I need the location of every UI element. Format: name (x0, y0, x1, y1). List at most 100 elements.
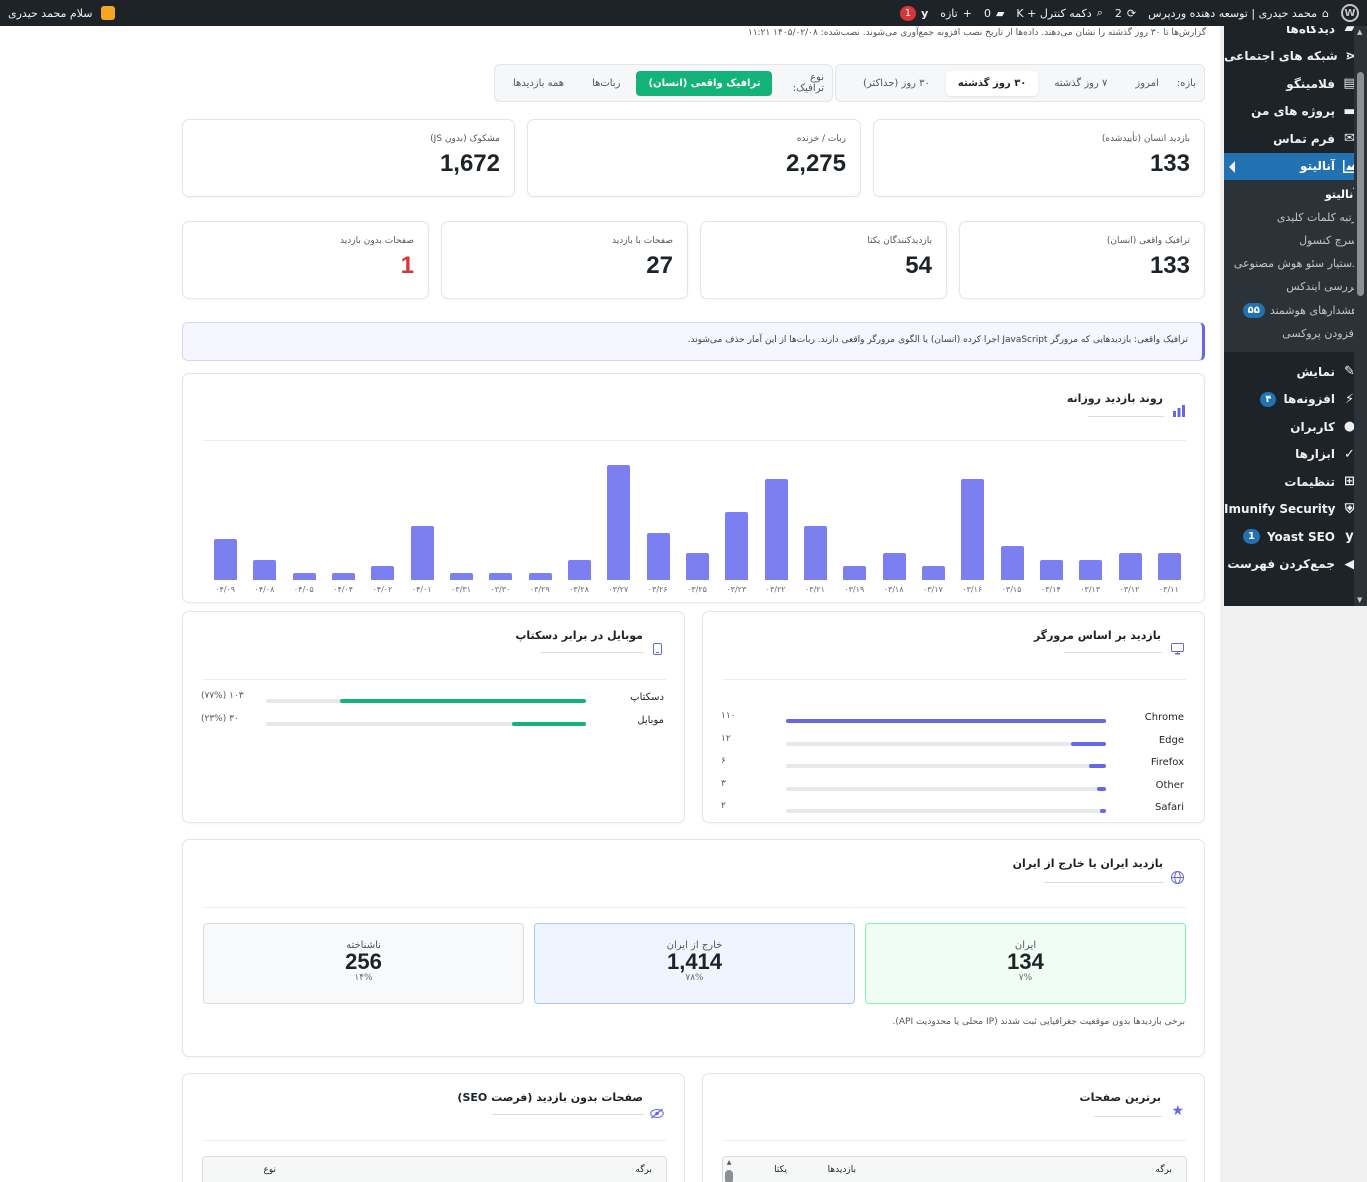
bar-chart-icon (1173, 402, 1185, 417)
tab-period-7days[interactable]: ۷ روز گذشته (1054, 77, 1108, 89)
chart-bar[interactable] (1118, 552, 1142, 580)
device-name: دسکتاپ (630, 692, 664, 703)
submenu-item-3[interactable]: دستیار سئو هوش مصنوعی (1224, 253, 1367, 276)
sidebar-item-bottom-3[interactable]: ✓ ابزارها (1224, 441, 1367, 469)
greeting[interactable]: سلام محمد حیدری (8, 6, 93, 20)
submenu-item-4[interactable]: بررسی ایندکس (1224, 276, 1367, 299)
chart-bar[interactable] (921, 566, 945, 580)
updates-link[interactable]: ⟳ 2 (1114, 6, 1137, 20)
scroll-down-icon[interactable]: ▼ (1357, 596, 1363, 604)
chart-bar[interactable] (882, 552, 906, 580)
count-badge: ۴ (1260, 391, 1277, 407)
tab-period-today[interactable]: امروز (1135, 77, 1159, 89)
chart-bar[interactable] (410, 525, 434, 580)
sidebar-item-bottom-1[interactable]: ⚡ افزونه‌ها ۴ (1224, 386, 1367, 414)
sidebar-scrollbar[interactable]: ▲ ▼ (1354, 26, 1367, 606)
chart-bar[interactable] (961, 478, 985, 580)
chart-bar[interactable] (214, 539, 238, 580)
column-header-page[interactable]: برگه (635, 1165, 652, 1175)
tab-traffic-all[interactable]: همه بازدیدها (513, 77, 565, 89)
scroll-thumb[interactable] (1357, 72, 1364, 296)
sidebar-item-label: آنالیتو (1300, 159, 1335, 174)
tab-period-30max[interactable]: ۳۰ روز (حداکثر) (863, 77, 930, 89)
chart-x-tick-label: ۰۳/۳۰ (490, 585, 511, 594)
scroll-up-icon[interactable]: ▲ (1357, 28, 1363, 36)
column-header-unique[interactable]: یکتا (774, 1165, 787, 1175)
sidebar-item-top-1[interactable]: ⋖ شبکه های اجتماعی (1224, 43, 1367, 71)
avatar[interactable] (100, 6, 115, 20)
stat-card-human: بازدید انسان (تأییدشده) 133 (873, 119, 1205, 197)
tab-traffic-bots[interactable]: ربات‌ها (592, 77, 621, 89)
chart-x-tick-label: ۰۴/۰۲ (372, 585, 393, 594)
chart-bar[interactable] (371, 566, 395, 580)
chart-bar[interactable] (843, 566, 867, 580)
chart-bar[interactable] (568, 559, 592, 580)
sidebar-item-bottom-4[interactable]: ⊞ تنظیمات (1224, 468, 1367, 496)
submenu-item-0[interactable]: آنالیتو (1224, 184, 1367, 207)
tab-period-30days[interactable]: ۳۰ روز گذشته (945, 70, 1039, 96)
comments-link[interactable]: ▰ 0 (983, 6, 1005, 20)
sidebar-item-top-2[interactable]: ▤ فلامینگو (1224, 70, 1367, 98)
browser-name: Other (1155, 779, 1184, 791)
chart-x-tick-label: ۰۳/۱۲ (1119, 585, 1140, 594)
browser-card-title: بازدید بر اساس مرورگر (1033, 629, 1161, 642)
flamingo-icon: ▤ (1343, 76, 1356, 92)
period-filter: بازه: امروز ۷ روز گذشته ۳۰ روز گذشته ۳۰ … (835, 64, 1205, 102)
chart-bar[interactable] (1000, 546, 1024, 580)
sidebar-item-bottom-2[interactable]: ● کاربران (1224, 413, 1367, 441)
chart-bar[interactable] (292, 573, 316, 580)
chart-bar[interactable] (1079, 559, 1103, 580)
chart-bar[interactable] (646, 532, 670, 580)
submenu-item-6[interactable]: افزودن پروکسی (1224, 323, 1367, 346)
chart-bar[interactable] (253, 559, 277, 580)
stat-label: بازدیدکنندگان یکتا (867, 236, 932, 246)
chart-bar[interactable] (764, 478, 788, 580)
scroll-thumb[interactable] (725, 1170, 733, 1182)
chart-bar[interactable] (450, 573, 474, 580)
scroll-up-icon[interactable]: ▲ (726, 1159, 732, 1166)
column-header-visits[interactable]: بازدیدها (827, 1165, 856, 1175)
chart-bar[interactable] (725, 512, 749, 580)
chart-bar[interactable] (686, 552, 709, 580)
sidebar-item-top-0[interactable]: ▰ دیدگاه‌ها (1224, 26, 1367, 43)
submenu-item-5[interactable]: هشدارهای هوشمند ۵۵ (1224, 299, 1367, 323)
tab-traffic-human[interactable]: ترافیک واقعی (انسان) (636, 70, 773, 96)
stat-value: 1 (400, 252, 414, 279)
submenu-item-1[interactable]: رتبه کلمات کلیدی (1224, 207, 1367, 230)
sidebar-item-label: تنظیمات (1284, 474, 1335, 489)
table-scrollbar[interactable]: ▲ (725, 1159, 733, 1182)
chart-bar[interactable] (528, 573, 552, 580)
no-visit-pages-table: برگه نوع (202, 1156, 667, 1182)
sidebar-item-label: Yoast SEO (1266, 529, 1335, 544)
geo-label: خارج از ایران (666, 940, 723, 951)
chart-bar[interactable] (332, 573, 356, 580)
sidebar-item-bottom-5[interactable]: ⛨ Imunify Security (1224, 496, 1367, 524)
sidebar-item-analito[interactable]: آنالیتو (1224, 152, 1367, 180)
chart-bar[interactable] (1157, 552, 1181, 580)
chart-bar[interactable] (803, 525, 827, 580)
sidebar-item-label: جمع‌کردن فهرست (1227, 557, 1335, 572)
browser-count: ۱۱۰ (721, 711, 736, 721)
submenu-item-2[interactable]: سرچ کنسول (1224, 230, 1367, 253)
chart-bar[interactable] (607, 465, 631, 580)
site-name-link[interactable]: ⌂ محمد حیدری | توسعه دهنده وردپرس (1148, 6, 1329, 20)
sidebar-item-bottom-7[interactable]: ◀ جمع‌کردن فهرست (1224, 551, 1367, 579)
column-header-page[interactable]: برگه (1155, 1165, 1172, 1175)
yoast-notification-badge: 1 (899, 5, 917, 21)
sidebar-item-bottom-0[interactable]: ✎ نمایش (1224, 358, 1367, 386)
top-pages-table: برگه بازدیدها یکتا ▲ (722, 1156, 1187, 1182)
sidebar-item-top-3[interactable]: ▬ پروژه های من (1224, 98, 1367, 126)
chart-x-tick-label: ۰۳/۲۷ (608, 585, 629, 594)
stat-label: ربات / خزنده (796, 134, 846, 144)
sidebar-item-bottom-6[interactable]: y Yoast SEO 1 (1224, 523, 1367, 551)
sidebar-item-top-4[interactable]: ✉ فرم تماس (1224, 125, 1367, 153)
wordpress-logo-icon[interactable]: W (1341, 4, 1359, 22)
command-search-link[interactable]: ⌕ دکمه کنترل + K (1016, 6, 1103, 20)
traffic-label: نوع ترافیک: (792, 72, 824, 94)
geo-card: بازدید ایران یا خارج از ایران ایران 134 … (182, 839, 1205, 1057)
column-header-type[interactable]: نوع (263, 1165, 276, 1175)
chart-bar[interactable] (489, 573, 513, 580)
chart-bar[interactable] (1039, 559, 1063, 580)
new-content-link[interactable]: + تازه (940, 6, 972, 20)
